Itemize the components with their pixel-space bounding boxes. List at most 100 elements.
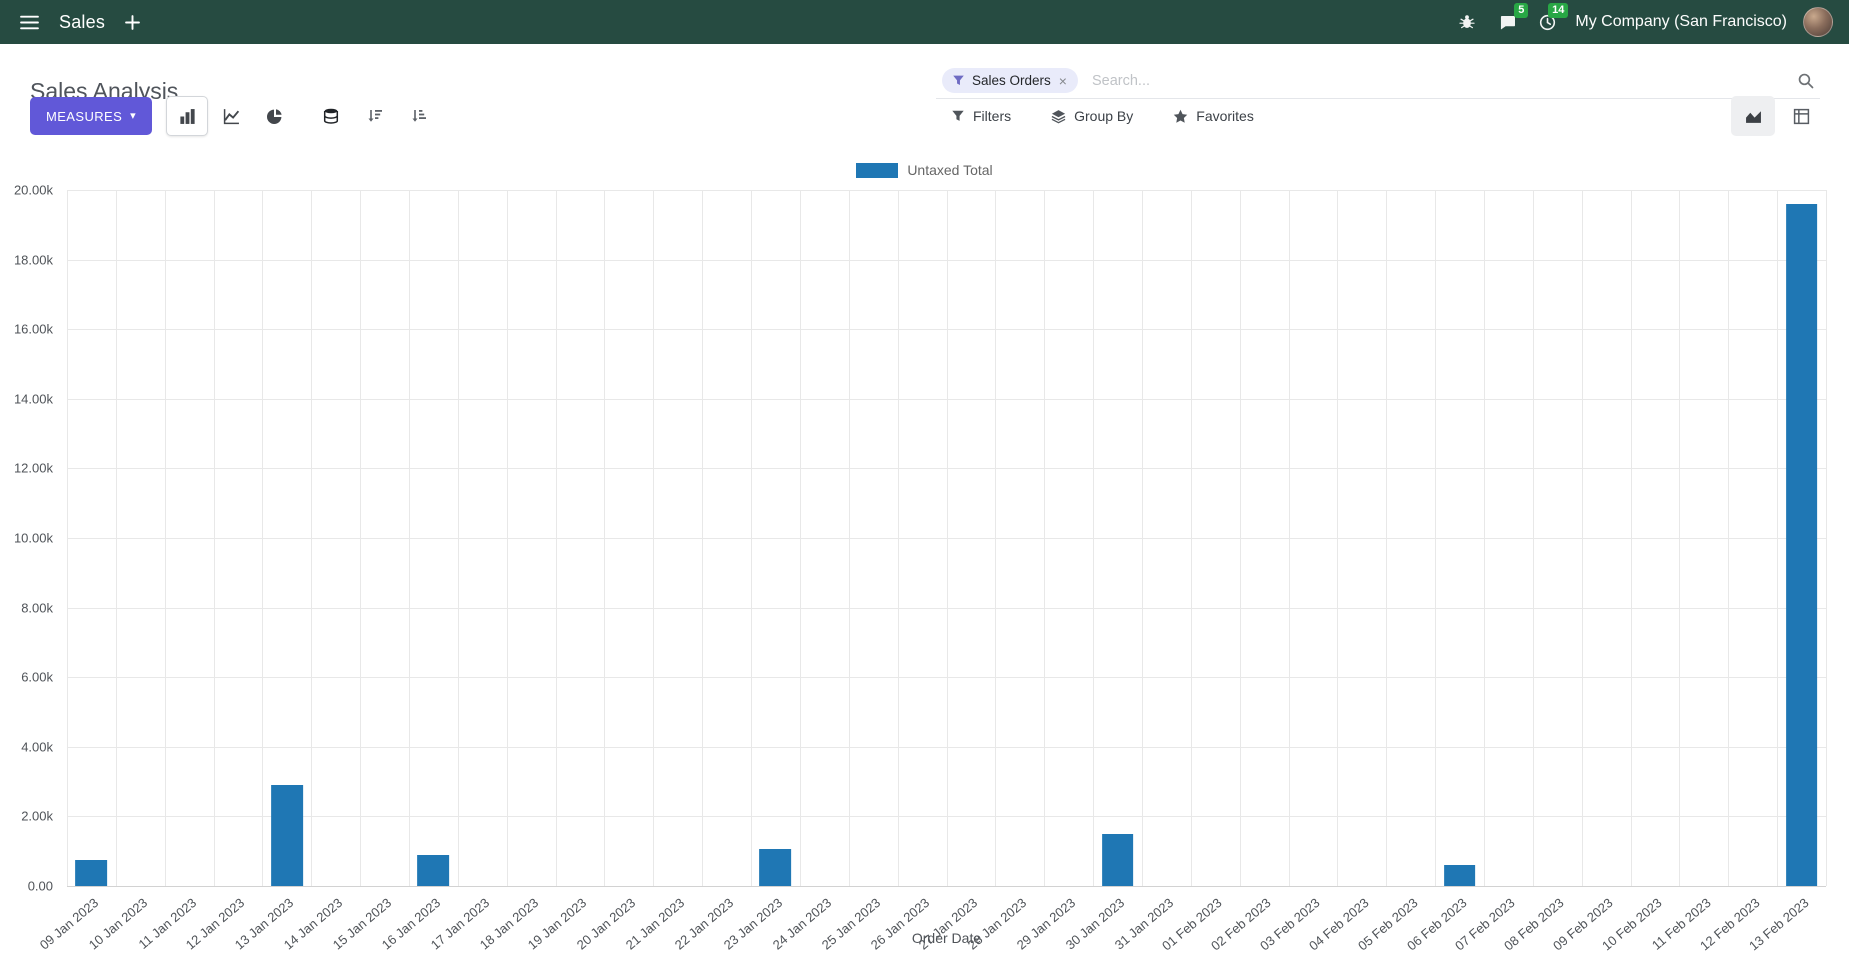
line-chart-icon bbox=[223, 108, 240, 125]
chart-legend: Untaxed Total bbox=[0, 162, 1849, 178]
sort-ascending-icon bbox=[411, 108, 427, 124]
chart-bar[interactable] bbox=[271, 785, 303, 886]
gridline-vertical bbox=[995, 190, 997, 886]
stacked-icon bbox=[323, 108, 339, 124]
gridline-vertical bbox=[213, 190, 215, 886]
debug-icon[interactable] bbox=[1455, 10, 1479, 34]
gridline-vertical bbox=[1728, 190, 1730, 886]
gridline-vertical bbox=[1239, 190, 1241, 886]
view-switcher bbox=[1731, 96, 1823, 136]
gridline-vertical bbox=[555, 190, 557, 886]
gridline-vertical bbox=[604, 190, 606, 886]
gridline-vertical bbox=[1141, 190, 1143, 886]
gridline-vertical bbox=[751, 190, 753, 886]
sort-descending-button[interactable] bbox=[354, 96, 396, 136]
y-tick-label: 16.00k bbox=[13, 321, 53, 337]
pie-chart-icon bbox=[267, 108, 283, 124]
gridline-vertical bbox=[1190, 190, 1192, 886]
top-navbar: Sales 5 14 My Company (San Francisc bbox=[0, 0, 1849, 44]
y-tick-label: 14.00k bbox=[13, 391, 53, 407]
stacked-button[interactable] bbox=[310, 96, 352, 136]
search-facet[interactable]: Sales Orders × bbox=[942, 68, 1078, 93]
chart-bar[interactable] bbox=[1443, 865, 1476, 886]
gridline-vertical bbox=[360, 190, 362, 886]
search-input[interactable] bbox=[1089, 71, 1795, 90]
gridline-vertical bbox=[1435, 190, 1437, 886]
avatar[interactable] bbox=[1803, 7, 1833, 37]
gridline-vertical bbox=[1337, 190, 1339, 886]
company-menu[interactable]: My Company (San Francisco) bbox=[1575, 13, 1787, 30]
chart-option-group bbox=[310, 96, 440, 136]
gridline-vertical bbox=[653, 190, 655, 886]
y-tick-label: 12.00k bbox=[13, 460, 53, 476]
pivot-grid-icon bbox=[1793, 108, 1810, 125]
filters-label: Filters bbox=[973, 108, 1012, 124]
hamburger-icon bbox=[20, 15, 39, 30]
group-by-button[interactable]: Group By bbox=[1045, 107, 1139, 125]
gridline-vertical bbox=[848, 190, 850, 886]
gridline-vertical bbox=[1532, 190, 1534, 886]
funnel-icon bbox=[952, 74, 965, 87]
app-name[interactable]: Sales bbox=[59, 11, 106, 32]
gridline-vertical bbox=[1483, 190, 1485, 886]
sort-descending-icon bbox=[367, 108, 383, 124]
chart-bar[interactable] bbox=[759, 849, 792, 886]
filters-button[interactable]: Filters bbox=[945, 107, 1017, 125]
pivot-view-button[interactable] bbox=[1779, 96, 1823, 136]
plot-area bbox=[67, 190, 1827, 887]
gridline-vertical bbox=[506, 190, 508, 886]
chart-bar[interactable] bbox=[417, 854, 450, 886]
gridline-horizontal bbox=[67, 886, 1826, 887]
search-bar[interactable]: Sales Orders × bbox=[936, 63, 1820, 99]
search-options: Filters Group By Favorites bbox=[945, 96, 1260, 136]
y-tick-label: 8.00k bbox=[21, 600, 53, 616]
gridline-vertical bbox=[409, 190, 411, 886]
y-tick-label: 0.00 bbox=[27, 878, 53, 894]
gridline-vertical bbox=[897, 190, 899, 886]
y-tick-label: 20.00k bbox=[13, 182, 53, 198]
new-tab-button[interactable] bbox=[121, 11, 144, 34]
measures-label: MEASURES bbox=[46, 108, 123, 124]
bar-chart-button[interactable] bbox=[166, 96, 209, 136]
y-tick-label: 6.00k bbox=[21, 669, 53, 685]
legend-item[interactable]: Untaxed Total bbox=[856, 162, 993, 178]
gridline-vertical bbox=[1777, 190, 1779, 886]
facet-remove-icon[interactable]: × bbox=[1058, 72, 1067, 89]
y-tick-label: 4.00k bbox=[21, 739, 53, 755]
messages-icon[interactable]: 5 bbox=[1495, 3, 1529, 34]
chart-bar[interactable] bbox=[75, 859, 108, 886]
gridline-vertical bbox=[311, 190, 313, 886]
control-panel: Sales Analysis Sales Orders × MEASURES ▾ bbox=[0, 44, 1849, 144]
apps-menu-button[interactable] bbox=[16, 11, 43, 34]
chart-bar[interactable] bbox=[1101, 833, 1134, 886]
activities-clock-icon[interactable]: 14 bbox=[1535, 3, 1569, 34]
gridline-vertical bbox=[67, 190, 68, 886]
measures-button[interactable]: MEASURES ▾ bbox=[30, 97, 153, 135]
star-icon bbox=[1173, 109, 1188, 124]
gridline-vertical bbox=[115, 190, 117, 886]
line-chart-button[interactable] bbox=[210, 96, 252, 136]
gridline-vertical bbox=[1826, 190, 1827, 886]
gridline-vertical bbox=[1044, 190, 1046, 886]
gridline-vertical bbox=[262, 190, 264, 886]
legend-swatch bbox=[856, 162, 899, 178]
chart-type-group bbox=[166, 96, 296, 136]
gridline-vertical bbox=[1093, 190, 1095, 886]
graph-view-button[interactable] bbox=[1731, 96, 1775, 136]
group-by-label: Group By bbox=[1074, 108, 1134, 124]
gridline-vertical bbox=[1288, 190, 1290, 886]
graph-toolbar: MEASURES ▾ bbox=[30, 96, 440, 136]
sort-ascending-button[interactable] bbox=[398, 96, 440, 136]
caret-down-icon: ▾ bbox=[130, 109, 137, 122]
bar-chart-icon bbox=[179, 108, 196, 125]
y-tick-label: 18.00k bbox=[13, 252, 53, 268]
y-tick-label: 2.00k bbox=[21, 808, 53, 824]
search-icon[interactable] bbox=[1795, 70, 1816, 91]
graph-view: Untaxed Total 0.00 2.00k 4.00k 6.00k 8.00k 10… bbox=[0, 162, 1849, 953]
y-tick-label: 10.00k bbox=[13, 530, 53, 546]
chart-bar[interactable] bbox=[1785, 203, 1818, 886]
favorites-button[interactable]: Favorites bbox=[1167, 107, 1260, 125]
pie-chart-button[interactable] bbox=[254, 96, 296, 136]
gridline-vertical bbox=[1581, 190, 1583, 886]
messages-badge: 5 bbox=[1514, 3, 1529, 18]
